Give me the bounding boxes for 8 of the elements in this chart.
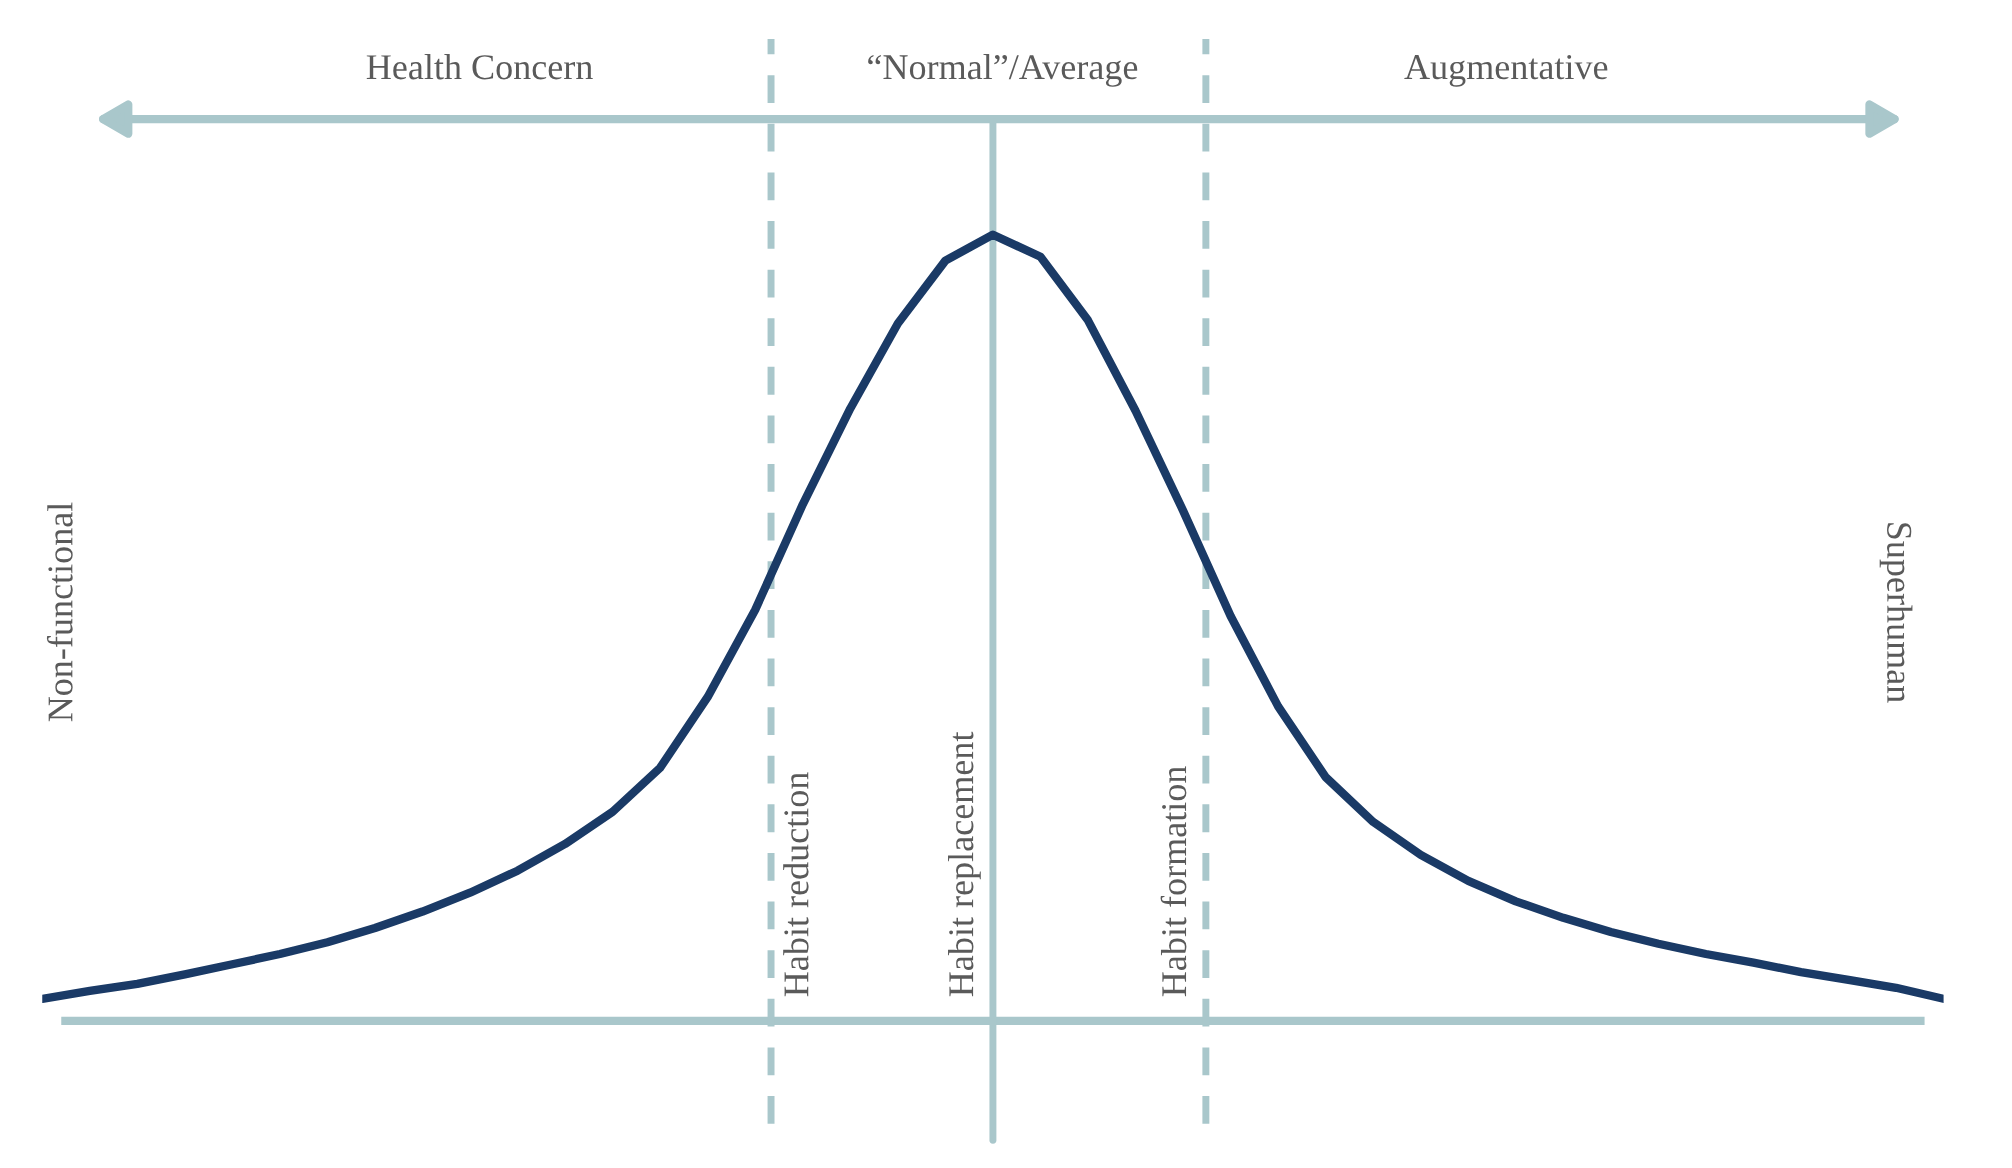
text: “Normal”/Average [868,53,1138,87]
annotation: Habit formation [1160,766,1187,997]
annotation: Superhuman [1879,523,1913,703]
annotation: Habit reduction [783,772,809,997]
text: Augmentative [1404,55,1608,87]
annotation: Habit replacement [948,731,981,997]
annotation: Non-functional [46,502,73,722]
text: Health Concern [366,54,593,80]
